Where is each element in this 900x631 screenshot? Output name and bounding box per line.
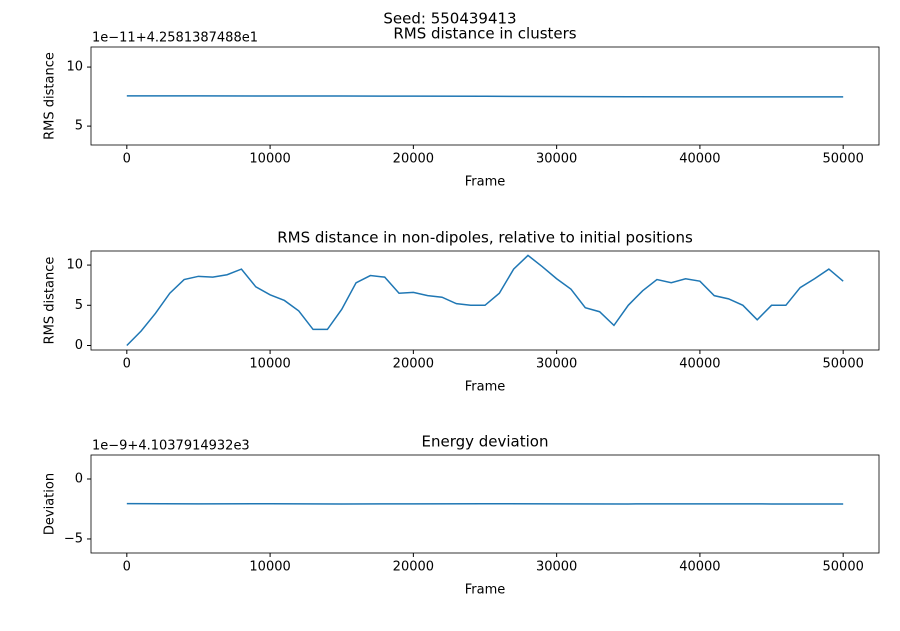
x-axis-label: Frame xyxy=(465,583,506,598)
data-line xyxy=(126,95,844,98)
data-line xyxy=(126,254,844,347)
x-tick-label: 40000 xyxy=(679,152,720,167)
plot-frame xyxy=(90,454,880,554)
x-axis-label: Frame xyxy=(465,380,506,395)
x-tick-label: 0 xyxy=(123,152,131,167)
y-axis-label: RMS distance xyxy=(43,257,58,345)
y-tick-label: 0 xyxy=(75,471,83,486)
offset-label: 1e−9+4.1037914932e3 xyxy=(92,439,250,454)
x-tick-label: 50000 xyxy=(823,152,864,167)
x-tick-label: 0 xyxy=(123,357,131,372)
x-tick-label: 30000 xyxy=(536,152,577,167)
plot-frame xyxy=(90,250,880,351)
y-tick-label: 5 xyxy=(75,298,83,313)
x-tick-label: 30000 xyxy=(536,560,577,575)
y-tick-label: −5 xyxy=(64,531,83,546)
chart-title: RMS distance in clusters xyxy=(393,25,576,43)
x-tick-label: 40000 xyxy=(679,560,720,575)
y-tick-label: 5 xyxy=(75,119,83,134)
x-tick-label: 20000 xyxy=(393,560,434,575)
x-tick-label: 30000 xyxy=(536,357,577,372)
x-tick-label: 50000 xyxy=(823,357,864,372)
y-tick-label: 10 xyxy=(66,258,83,273)
y-tick-label: 10 xyxy=(66,60,83,75)
x-tick-label: 10000 xyxy=(249,152,290,167)
x-tick-label: 50000 xyxy=(823,560,864,575)
chart-title: RMS distance in non-dipoles, relative to… xyxy=(277,229,693,247)
offset-label: 1e−11+4.2581387488e1 xyxy=(92,31,258,46)
x-tick-label: 20000 xyxy=(393,357,434,372)
x-tick-label: 0 xyxy=(123,560,131,575)
x-tick-label: 20000 xyxy=(393,152,434,167)
figure-title: Seed: 550439413 xyxy=(383,10,516,28)
x-axis-label: Frame xyxy=(465,175,506,190)
x-tick-label: 40000 xyxy=(679,357,720,372)
plot-frame xyxy=(90,46,880,146)
y-axis-label: Deviation xyxy=(43,473,58,535)
y-tick-label: 0 xyxy=(75,338,83,353)
y-axis-label: RMS distance xyxy=(43,52,58,140)
chart-title: Energy deviation xyxy=(421,433,548,451)
x-tick-label: 10000 xyxy=(249,357,290,372)
x-tick-label: 10000 xyxy=(249,560,290,575)
